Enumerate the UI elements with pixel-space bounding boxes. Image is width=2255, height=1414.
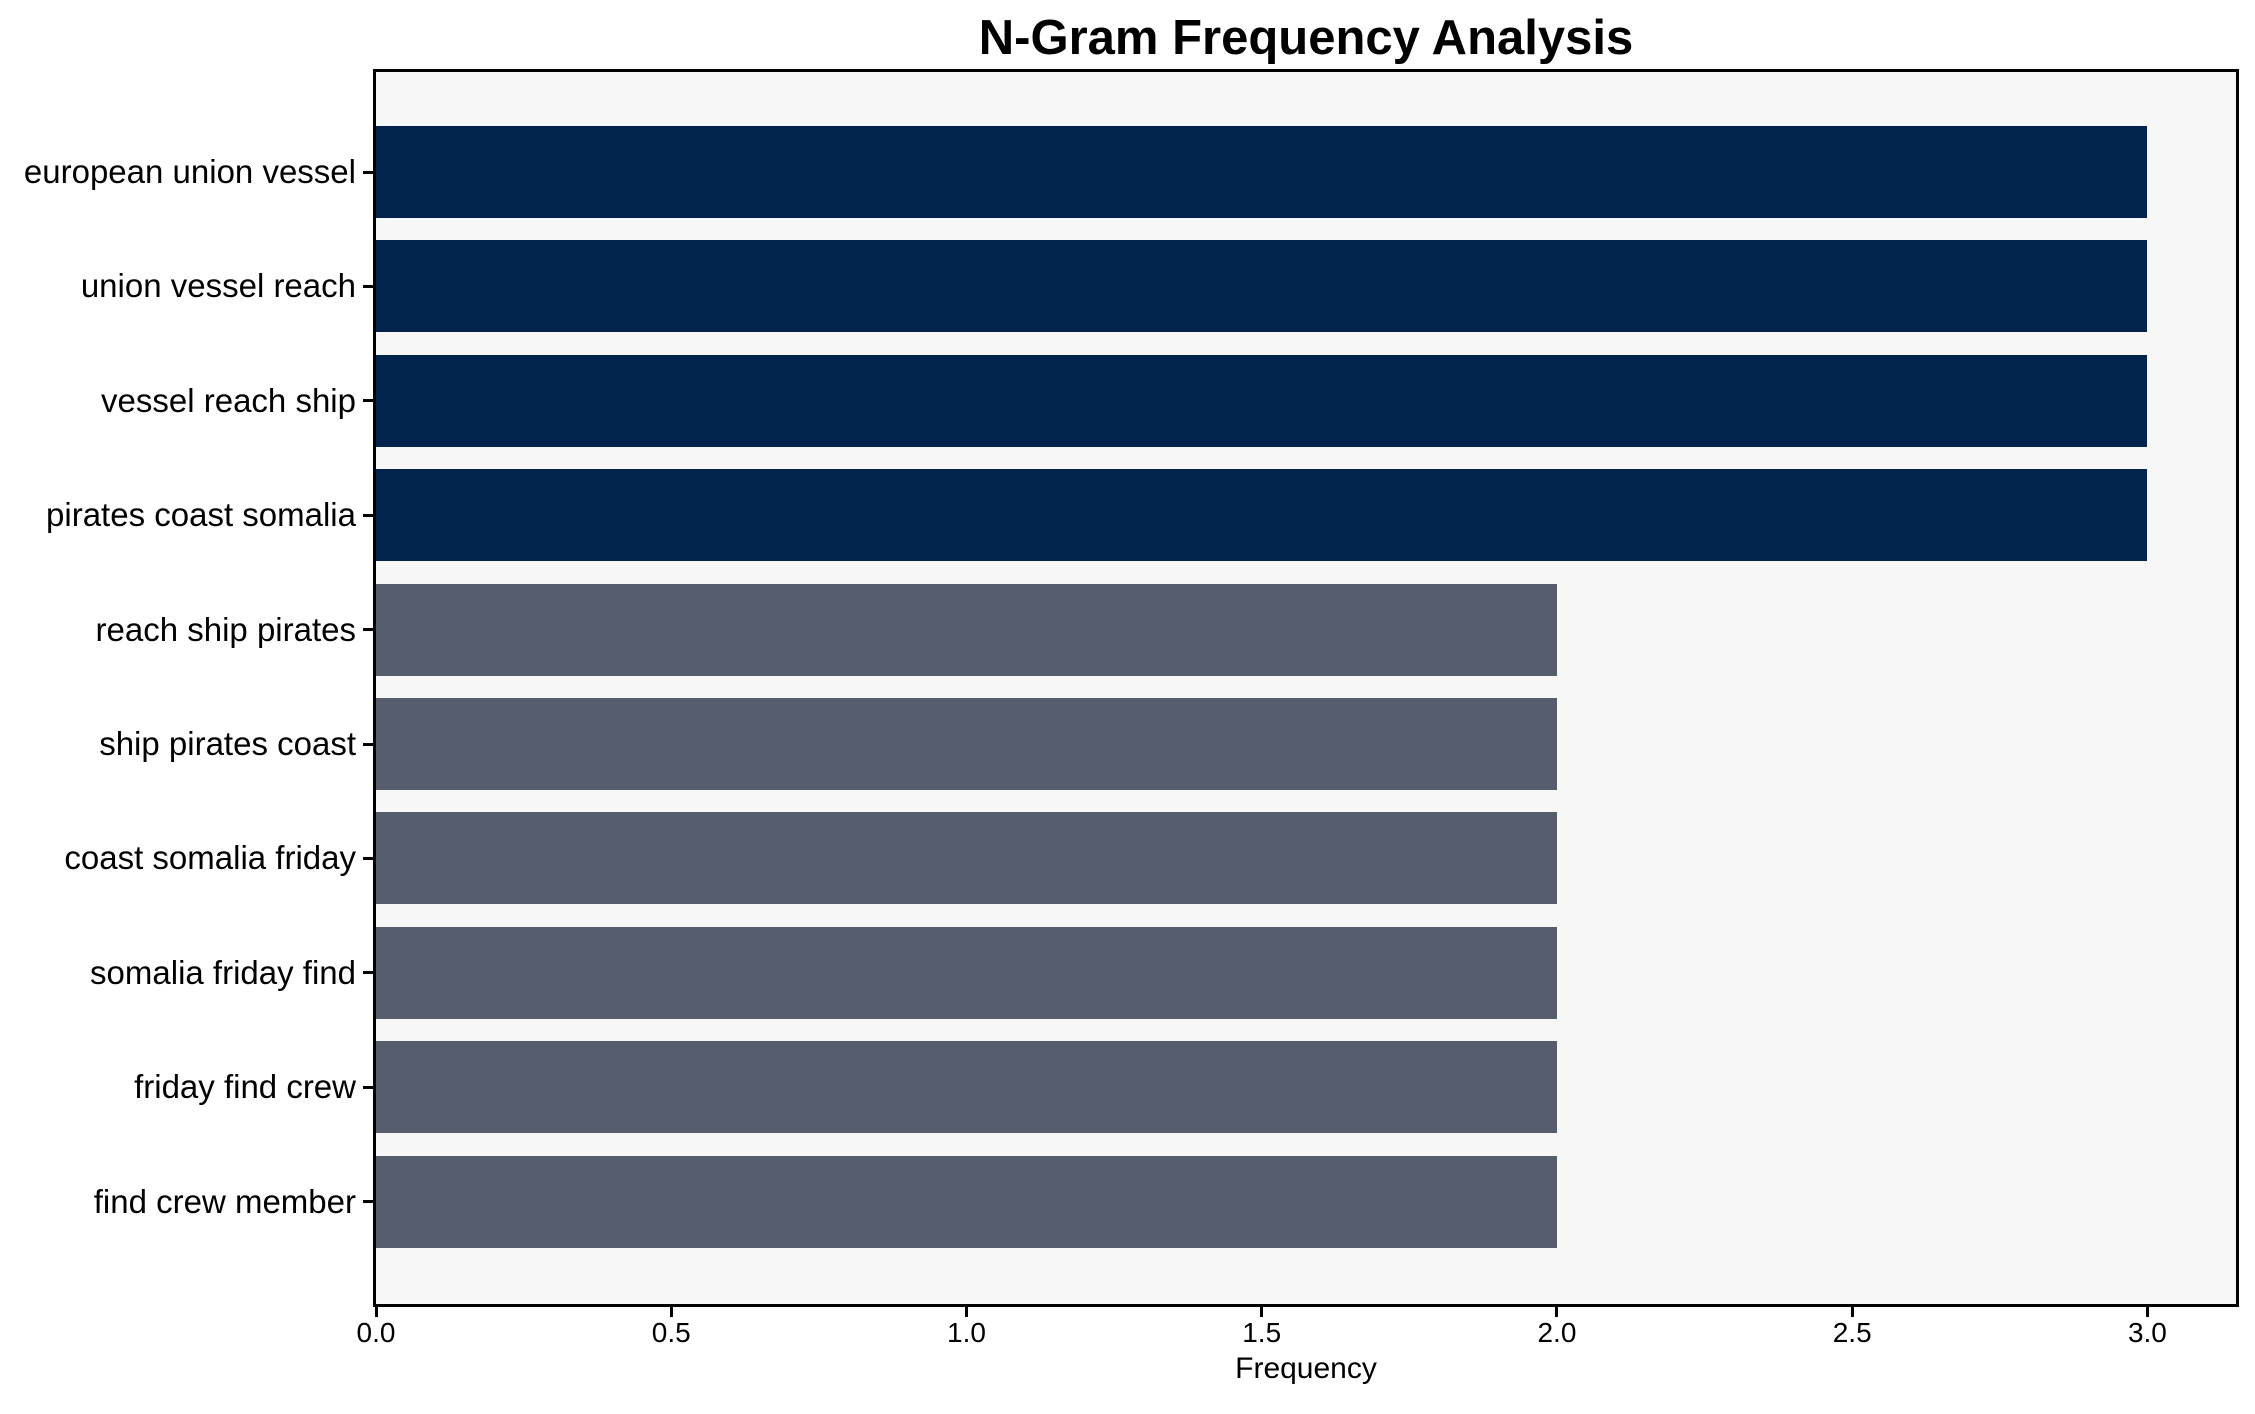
x-tick-label: 2.5 [1832, 1317, 1872, 1348]
y-tick-label: reach ship pirates [95, 610, 356, 648]
x-tick-mark [1555, 1307, 1559, 1317]
y-tick-label: coast somalia friday [64, 839, 356, 877]
y-tick-label: friday find crew [134, 1068, 356, 1106]
bar [376, 126, 2148, 218]
y-tick-mark [363, 170, 374, 174]
y-tick-label: vessel reach ship [101, 381, 356, 419]
x-axis-label: Frequency [1235, 1352, 1377, 1385]
y-tick-mark [363, 399, 374, 403]
bar [376, 240, 2148, 333]
y-tick-mark [363, 742, 374, 746]
x-tick-label: 1.5 [1242, 1317, 1282, 1348]
x-tick-mark [1850, 1307, 1854, 1317]
y-tick-mark [363, 856, 374, 860]
y-tick-label: ship pirates coast [99, 725, 356, 762]
x-tick-label: 3.0 [2127, 1317, 2167, 1348]
bar [376, 583, 1557, 676]
y-tick-mark [363, 628, 374, 632]
y-tick-mark [363, 513, 374, 517]
x-tick-label: 2.0 [1537, 1317, 1577, 1348]
x-tick-mark [374, 1307, 378, 1317]
bar [376, 354, 2148, 447]
x-tick-label: 0.5 [651, 1317, 691, 1348]
x-tick-mark [2145, 1307, 2149, 1317]
y-tick-mark [363, 1200, 374, 1204]
bar [376, 698, 1557, 790]
x-tick-label: 1.0 [947, 1317, 986, 1348]
bar [376, 1041, 1557, 1134]
y-tick-label: union vessel reach [80, 267, 356, 305]
chart-title: N-Gram Frequency Analysis [978, 11, 1634, 65]
x-tick-mark [964, 1307, 968, 1317]
x-tick-mark [1260, 1307, 1264, 1317]
plot-area [373, 69, 2239, 1307]
y-tick-label: find crew member [93, 1182, 356, 1220]
bars-container [376, 72, 2236, 1304]
y-tick-label: somalia friday find [90, 953, 356, 991]
y-tick-mark [363, 1085, 374, 1089]
x-tick-label: 0.0 [356, 1317, 396, 1348]
bar [376, 1155, 1557, 1248]
y-tick-label: european union vessel [23, 153, 356, 190]
y-tick-label: pirates coast somalia [46, 496, 356, 534]
bar [376, 926, 1557, 1019]
y-tick-mark [363, 284, 374, 288]
y-tick-mark [363, 971, 374, 975]
bar [376, 469, 2148, 562]
x-tick-mark [669, 1307, 673, 1317]
bar [376, 812, 1557, 905]
